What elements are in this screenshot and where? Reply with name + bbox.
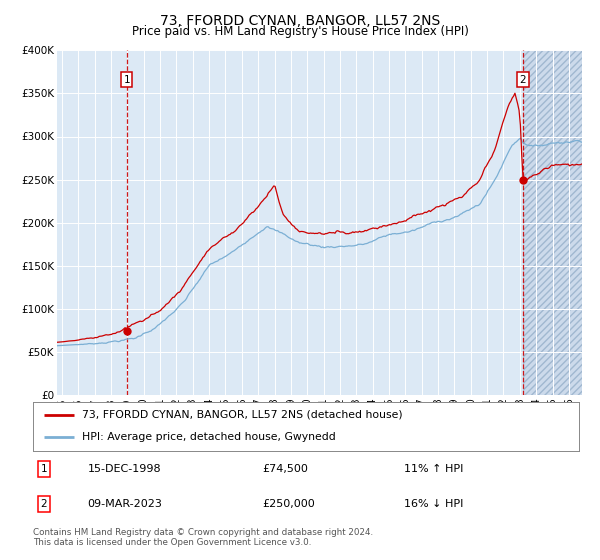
Text: 73, FFORDD CYNAN, BANGOR, LL57 2NS: 73, FFORDD CYNAN, BANGOR, LL57 2NS	[160, 14, 440, 28]
Text: Price paid vs. HM Land Registry's House Price Index (HPI): Price paid vs. HM Land Registry's House …	[131, 25, 469, 38]
Text: 16% ↓ HPI: 16% ↓ HPI	[404, 499, 464, 509]
Text: 73, FFORDD CYNAN, BANGOR, LL57 2NS (detached house): 73, FFORDD CYNAN, BANGOR, LL57 2NS (deta…	[82, 410, 403, 420]
Text: £250,000: £250,000	[262, 499, 315, 509]
Text: 1: 1	[124, 74, 130, 85]
Text: 11% ↑ HPI: 11% ↑ HPI	[404, 464, 464, 474]
Text: HPI: Average price, detached house, Gwynedd: HPI: Average price, detached house, Gwyn…	[82, 432, 336, 442]
Text: 09-MAR-2023: 09-MAR-2023	[88, 499, 163, 509]
Text: Contains HM Land Registry data © Crown copyright and database right 2024.
This d: Contains HM Land Registry data © Crown c…	[33, 528, 373, 547]
Bar	[523, 50, 582, 395]
Text: 2: 2	[41, 499, 47, 509]
Text: £74,500: £74,500	[262, 464, 308, 474]
Text: 1: 1	[41, 464, 47, 474]
Text: 2: 2	[520, 74, 526, 85]
Text: 15-DEC-1998: 15-DEC-1998	[88, 464, 161, 474]
